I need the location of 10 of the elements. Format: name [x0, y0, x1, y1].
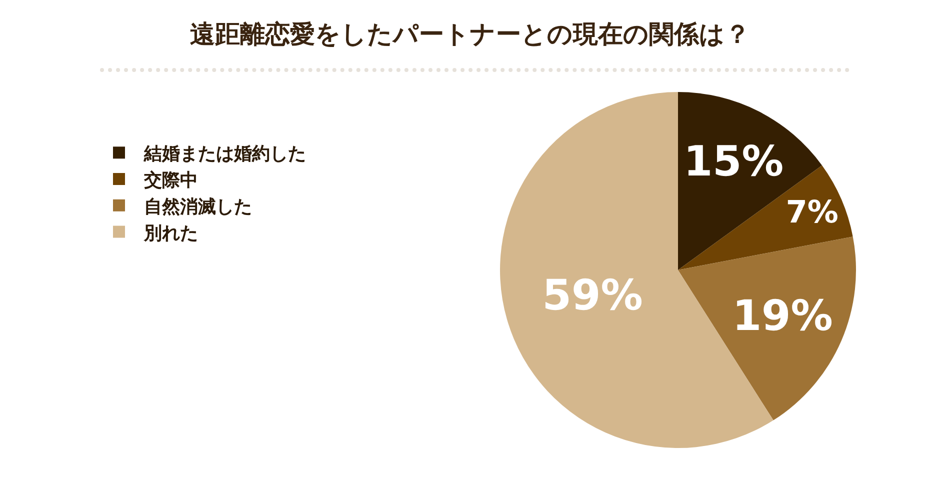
data-label: 19%	[732, 290, 833, 340]
legend-label: 交際中	[143, 170, 198, 192]
legend-label: 別れた	[143, 222, 198, 244]
data-label: 15%	[684, 136, 784, 186]
legend-label: 自然消滅した	[144, 196, 252, 218]
legend-label: 結婚または婚約した	[143, 144, 306, 165]
chart-title: 遠距離恋愛をしたパートナーとの現在の関係は？	[190, 19, 750, 48]
pie-slice	[678, 236, 856, 420]
data-label: 59%	[542, 270, 643, 320]
data-label: 7%	[786, 194, 838, 231]
